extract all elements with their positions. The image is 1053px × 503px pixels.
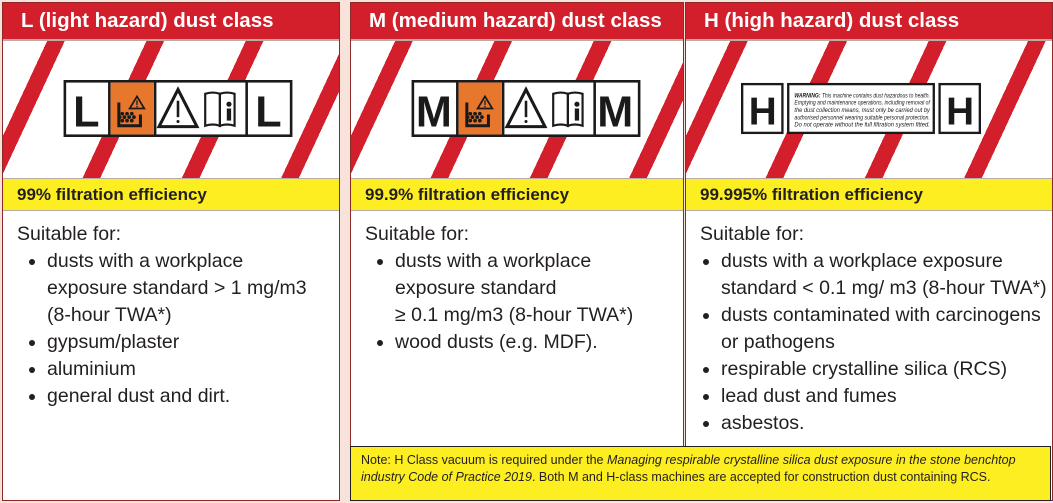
svg-text:H: H <box>946 91 974 134</box>
svg-text:H: H <box>749 91 777 134</box>
svg-text:the dust collection means, mus: the dust collection means, must only be … <box>794 108 930 114</box>
svg-text:WARNING: This machine contains: WARNING: This machine contains dust haza… <box>794 93 929 99</box>
svg-text:M: M <box>597 89 633 137</box>
svg-text:authorised personnel wearing s: authorised personnel wearing suitable pe… <box>794 115 929 121</box>
svg-text:M: M <box>416 89 452 137</box>
svg-text:L: L <box>255 89 281 137</box>
svg-text:Emptying and maintenance opera: Emptying and maintenance operations, inc… <box>794 101 931 107</box>
svg-text:Do not operate without the ful: Do not operate without the full filtrati… <box>794 123 929 129</box>
svg-text:L: L <box>73 89 99 137</box>
